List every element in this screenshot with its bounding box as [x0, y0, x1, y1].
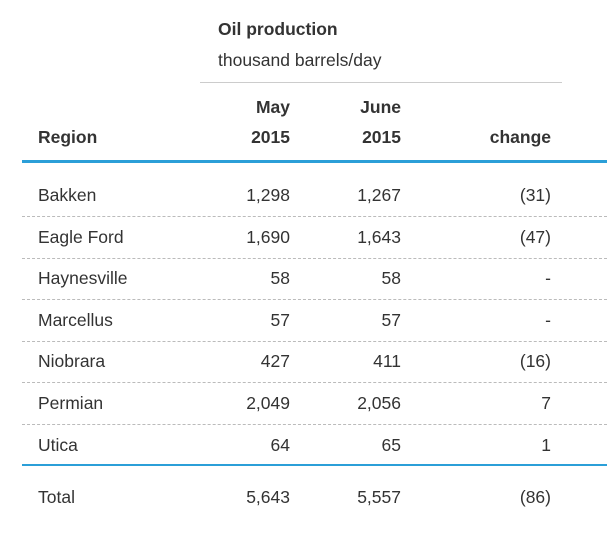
cell: (31) [519, 185, 551, 205]
cell: 427 [260, 351, 290, 372]
column-header: change [489, 127, 551, 147]
cell: 2,049 [246, 393, 290, 413]
column-header: Region [38, 127, 98, 147]
row-label: Haynesville [38, 268, 128, 289]
cell: (47) [519, 226, 551, 247]
column-header: May [255, 97, 290, 117]
subtitle: thousand barrels/day [218, 50, 382, 70]
cell: 1,298 [246, 185, 290, 205]
column-header: June [360, 97, 401, 117]
total-cell: 5,557 [357, 487, 401, 507]
cell: 2,056 [357, 393, 401, 413]
column-header: 2015 [251, 127, 290, 147]
total-label: Total [38, 487, 75, 507]
row-label: Marcellus [38, 309, 113, 330]
cell: 7 [541, 393, 551, 413]
cell: 58 [270, 268, 290, 289]
column-header: 2015 [362, 127, 401, 147]
title: Oil production [218, 19, 338, 39]
cell: 1,267 [357, 185, 401, 205]
row-divider [22, 299, 607, 300]
row-divider [22, 382, 607, 383]
cell: 1,643 [357, 226, 401, 247]
total-cell: 5,643 [246, 487, 290, 507]
cell: 411 [373, 351, 401, 372]
total-rule [22, 464, 607, 466]
cell: 65 [381, 434, 401, 455]
row-divider [22, 216, 607, 217]
cell: (16) [519, 351, 551, 372]
cell: - [545, 268, 551, 289]
total-cell: (86) [519, 487, 551, 507]
row-divider [22, 258, 607, 259]
cell: 64 [270, 434, 290, 455]
row-label: Bakken [38, 185, 97, 205]
row-label: Permian [38, 393, 104, 413]
row-divider [22, 424, 607, 425]
header-bottom-rule [22, 160, 607, 163]
cell: 57 [381, 309, 401, 330]
row-label: Niobrara [38, 351, 106, 372]
cell: 57 [270, 309, 290, 330]
row-label: Eagle Ford [38, 226, 124, 247]
cell: 1 [541, 434, 551, 455]
cell: - [545, 309, 551, 330]
cell: 58 [381, 268, 401, 289]
row-label: Utica [38, 434, 78, 455]
header-rule [200, 82, 562, 83]
cell: 1,690 [246, 226, 290, 247]
row-divider [22, 341, 607, 342]
